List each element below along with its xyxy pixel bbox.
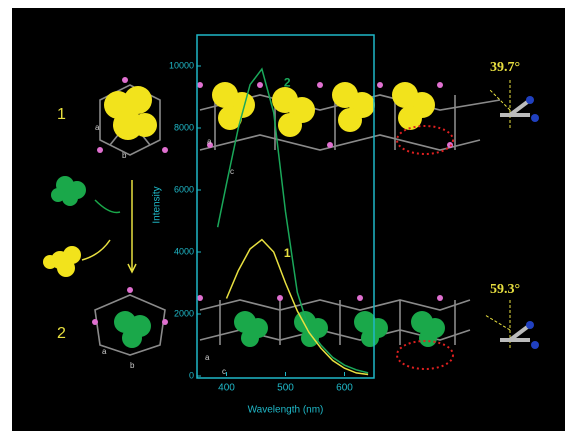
axis-letter: c: [222, 367, 226, 376]
x-tick-label: 400: [218, 383, 235, 394]
y-tick-label: 4000: [174, 246, 194, 256]
y-tick-label: 8000: [174, 122, 194, 132]
series-label: 1: [284, 246, 291, 260]
y-axis-title: Intensity: [152, 186, 163, 223]
x-axis-title: Wavelength (nm): [248, 405, 324, 416]
axis-letter: c: [230, 167, 234, 176]
figure: 1 2 39.7° 59.3° a b a c a b a c 0 2000 400…: [0, 0, 577, 439]
axis-letter: b: [130, 361, 135, 370]
y-tick-label: 0: [189, 370, 194, 380]
angle-label: 39.7°: [490, 60, 520, 75]
figure-background: [12, 8, 565, 431]
y-tick-label: 10000: [169, 60, 194, 70]
y-tick-label: 6000: [174, 184, 194, 194]
x-tick-label: 500: [277, 383, 294, 394]
axis-letter: a: [95, 123, 100, 132]
compound-label: 2: [57, 325, 66, 342]
x-tick-label: 600: [336, 383, 353, 394]
axis-letter: a: [207, 137, 212, 146]
series-label: 2: [284, 75, 291, 89]
axis-letter: a: [102, 347, 107, 356]
axis-letter: a: [205, 353, 210, 362]
axis-letter: b: [122, 151, 127, 160]
y-tick-label: 2000: [174, 308, 194, 318]
compound-label: 1: [57, 106, 66, 123]
angle-label: 59.3°: [490, 282, 520, 297]
